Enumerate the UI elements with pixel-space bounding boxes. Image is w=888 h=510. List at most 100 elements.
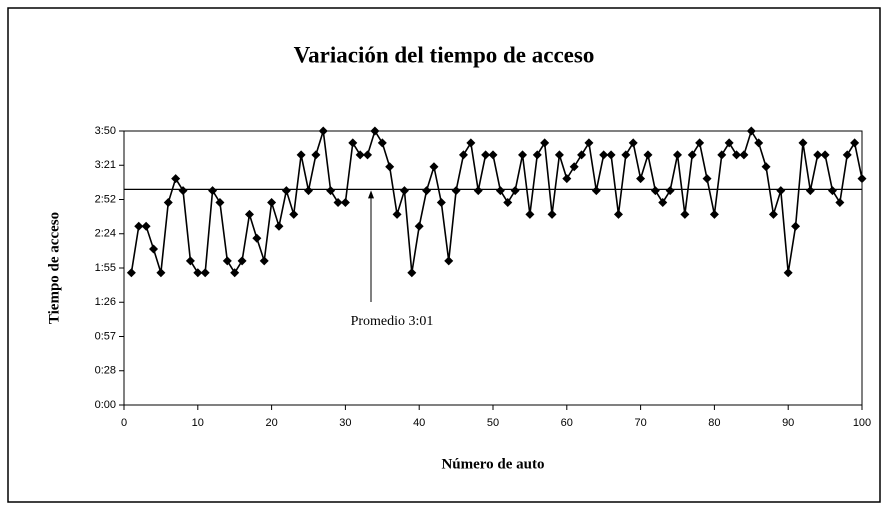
y-tick-label: 3:50 <box>95 125 116 137</box>
marker <box>754 138 764 148</box>
marker <box>643 150 653 160</box>
chart-title: Variación del tiempo de acceso <box>294 42 595 67</box>
x-tick-label: 90 <box>782 417 794 429</box>
marker <box>326 186 336 196</box>
marker <box>267 197 277 207</box>
marker <box>525 209 535 219</box>
y-tick-label: 0:57 <box>95 330 116 342</box>
marker <box>621 150 631 160</box>
x-axis-label: Número de auto <box>441 456 544 472</box>
marker <box>665 186 675 196</box>
y-tick-label: 2:24 <box>95 228 116 240</box>
marker <box>805 186 815 196</box>
marker <box>820 150 830 160</box>
marker <box>363 150 373 160</box>
marker <box>407 268 417 278</box>
marker <box>599 150 609 160</box>
marker <box>296 150 306 160</box>
marker <box>126 268 136 278</box>
x-tick-label: 30 <box>339 417 351 429</box>
marker <box>488 150 498 160</box>
marker <box>613 209 623 219</box>
marker <box>636 174 646 184</box>
marker <box>163 197 173 207</box>
marker <box>783 268 793 278</box>
x-tick-label: 70 <box>634 417 646 429</box>
marker <box>458 150 468 160</box>
y-tick-label: 2:52 <box>95 193 116 205</box>
marker <box>702 174 712 184</box>
marker <box>562 174 572 184</box>
marker <box>850 138 860 148</box>
marker <box>768 209 778 219</box>
marker <box>540 138 550 148</box>
x-tick-label: 50 <box>487 417 499 429</box>
marker <box>259 256 269 266</box>
marker <box>473 186 483 196</box>
marker <box>606 150 616 160</box>
marker <box>518 150 528 160</box>
marker <box>813 150 823 160</box>
y-axis-label: Tiempo de acceso <box>46 212 62 324</box>
marker <box>776 186 786 196</box>
y-tick-label: 3:21 <box>95 159 116 171</box>
marker <box>481 150 491 160</box>
marker <box>842 150 852 160</box>
marker <box>717 150 727 160</box>
marker <box>628 138 638 148</box>
marker <box>673 150 682 160</box>
marker <box>215 197 225 207</box>
marker <box>281 186 291 196</box>
marker <box>658 197 668 207</box>
marker <box>149 244 159 254</box>
marker <box>340 197 350 207</box>
marker <box>503 197 513 207</box>
marker <box>510 186 520 196</box>
marker <box>414 221 424 231</box>
marker <box>429 162 439 172</box>
marker <box>650 186 660 196</box>
x-tick-label: 80 <box>708 417 720 429</box>
marker <box>451 186 461 196</box>
x-tick-label: 40 <box>413 417 425 429</box>
marker <box>436 197 446 207</box>
marker <box>857 174 867 184</box>
marker <box>444 256 454 266</box>
marker <box>348 138 358 148</box>
x-tick-label: 20 <box>265 417 277 429</box>
y-tick-label: 0:00 <box>95 399 116 411</box>
y-tick-label: 1:55 <box>95 262 116 274</box>
marker <box>835 197 845 207</box>
marker <box>584 138 594 148</box>
annotation-label: Promedio 3:01 <box>351 314 434 329</box>
marker <box>532 150 542 160</box>
marker <box>208 186 218 196</box>
marker <box>495 186 505 196</box>
marker <box>732 150 742 160</box>
marker <box>304 186 313 196</box>
marker <box>695 138 705 148</box>
marker <box>230 268 240 278</box>
marker <box>466 138 476 148</box>
marker <box>687 150 697 160</box>
marker <box>746 126 756 136</box>
marker <box>200 268 210 278</box>
marker <box>827 186 837 196</box>
marker <box>370 126 380 136</box>
marker <box>709 209 719 219</box>
marker <box>680 209 690 219</box>
marker <box>422 186 432 196</box>
marker <box>178 186 188 196</box>
marker <box>355 150 365 160</box>
marker <box>554 150 564 160</box>
marker <box>252 233 262 243</box>
marker <box>547 209 557 219</box>
x-tick-label: 0 <box>121 417 127 429</box>
marker <box>222 256 232 266</box>
marker <box>193 268 203 278</box>
marker <box>385 162 395 172</box>
marker <box>289 209 299 219</box>
series-line <box>130 129 863 275</box>
x-tick-label: 100 <box>853 417 871 429</box>
marker <box>185 256 195 266</box>
